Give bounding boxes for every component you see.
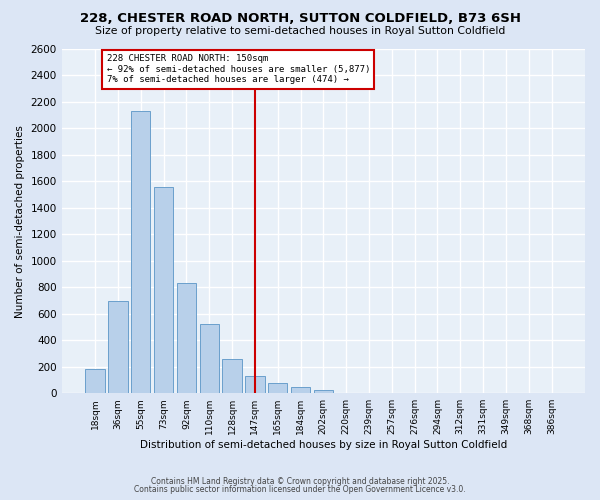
Bar [177,284,196,393]
Bar [428,392,447,393]
Text: Size of property relative to semi-detached houses in Royal Sutton Coldfield: Size of property relative to semi-detach… [95,26,505,36]
X-axis label: Distribution of semi-detached houses by size in Royal Sutton Coldfield: Distribution of semi-detached houses by … [140,440,507,450]
Y-axis label: Number of semi-detached properties: Number of semi-detached properties [15,124,25,318]
Bar [314,390,333,393]
Bar [85,370,105,393]
Bar [200,324,219,393]
Bar [154,186,173,393]
Text: 228 CHESTER ROAD NORTH: 150sqm
← 92% of semi-detached houses are smaller (5,877): 228 CHESTER ROAD NORTH: 150sqm ← 92% of … [107,54,370,84]
Bar [108,300,128,393]
Text: 228, CHESTER ROAD NORTH, SUTTON COLDFIELD, B73 6SH: 228, CHESTER ROAD NORTH, SUTTON COLDFIEL… [79,12,521,26]
Text: Contains public sector information licensed under the Open Government Licence v3: Contains public sector information licen… [134,485,466,494]
Text: Contains HM Land Registry data © Crown copyright and database right 2025.: Contains HM Land Registry data © Crown c… [151,477,449,486]
Bar [131,111,151,393]
Bar [245,376,265,393]
Bar [223,360,242,393]
Bar [337,392,356,393]
Bar [268,384,287,393]
Bar [291,386,310,393]
